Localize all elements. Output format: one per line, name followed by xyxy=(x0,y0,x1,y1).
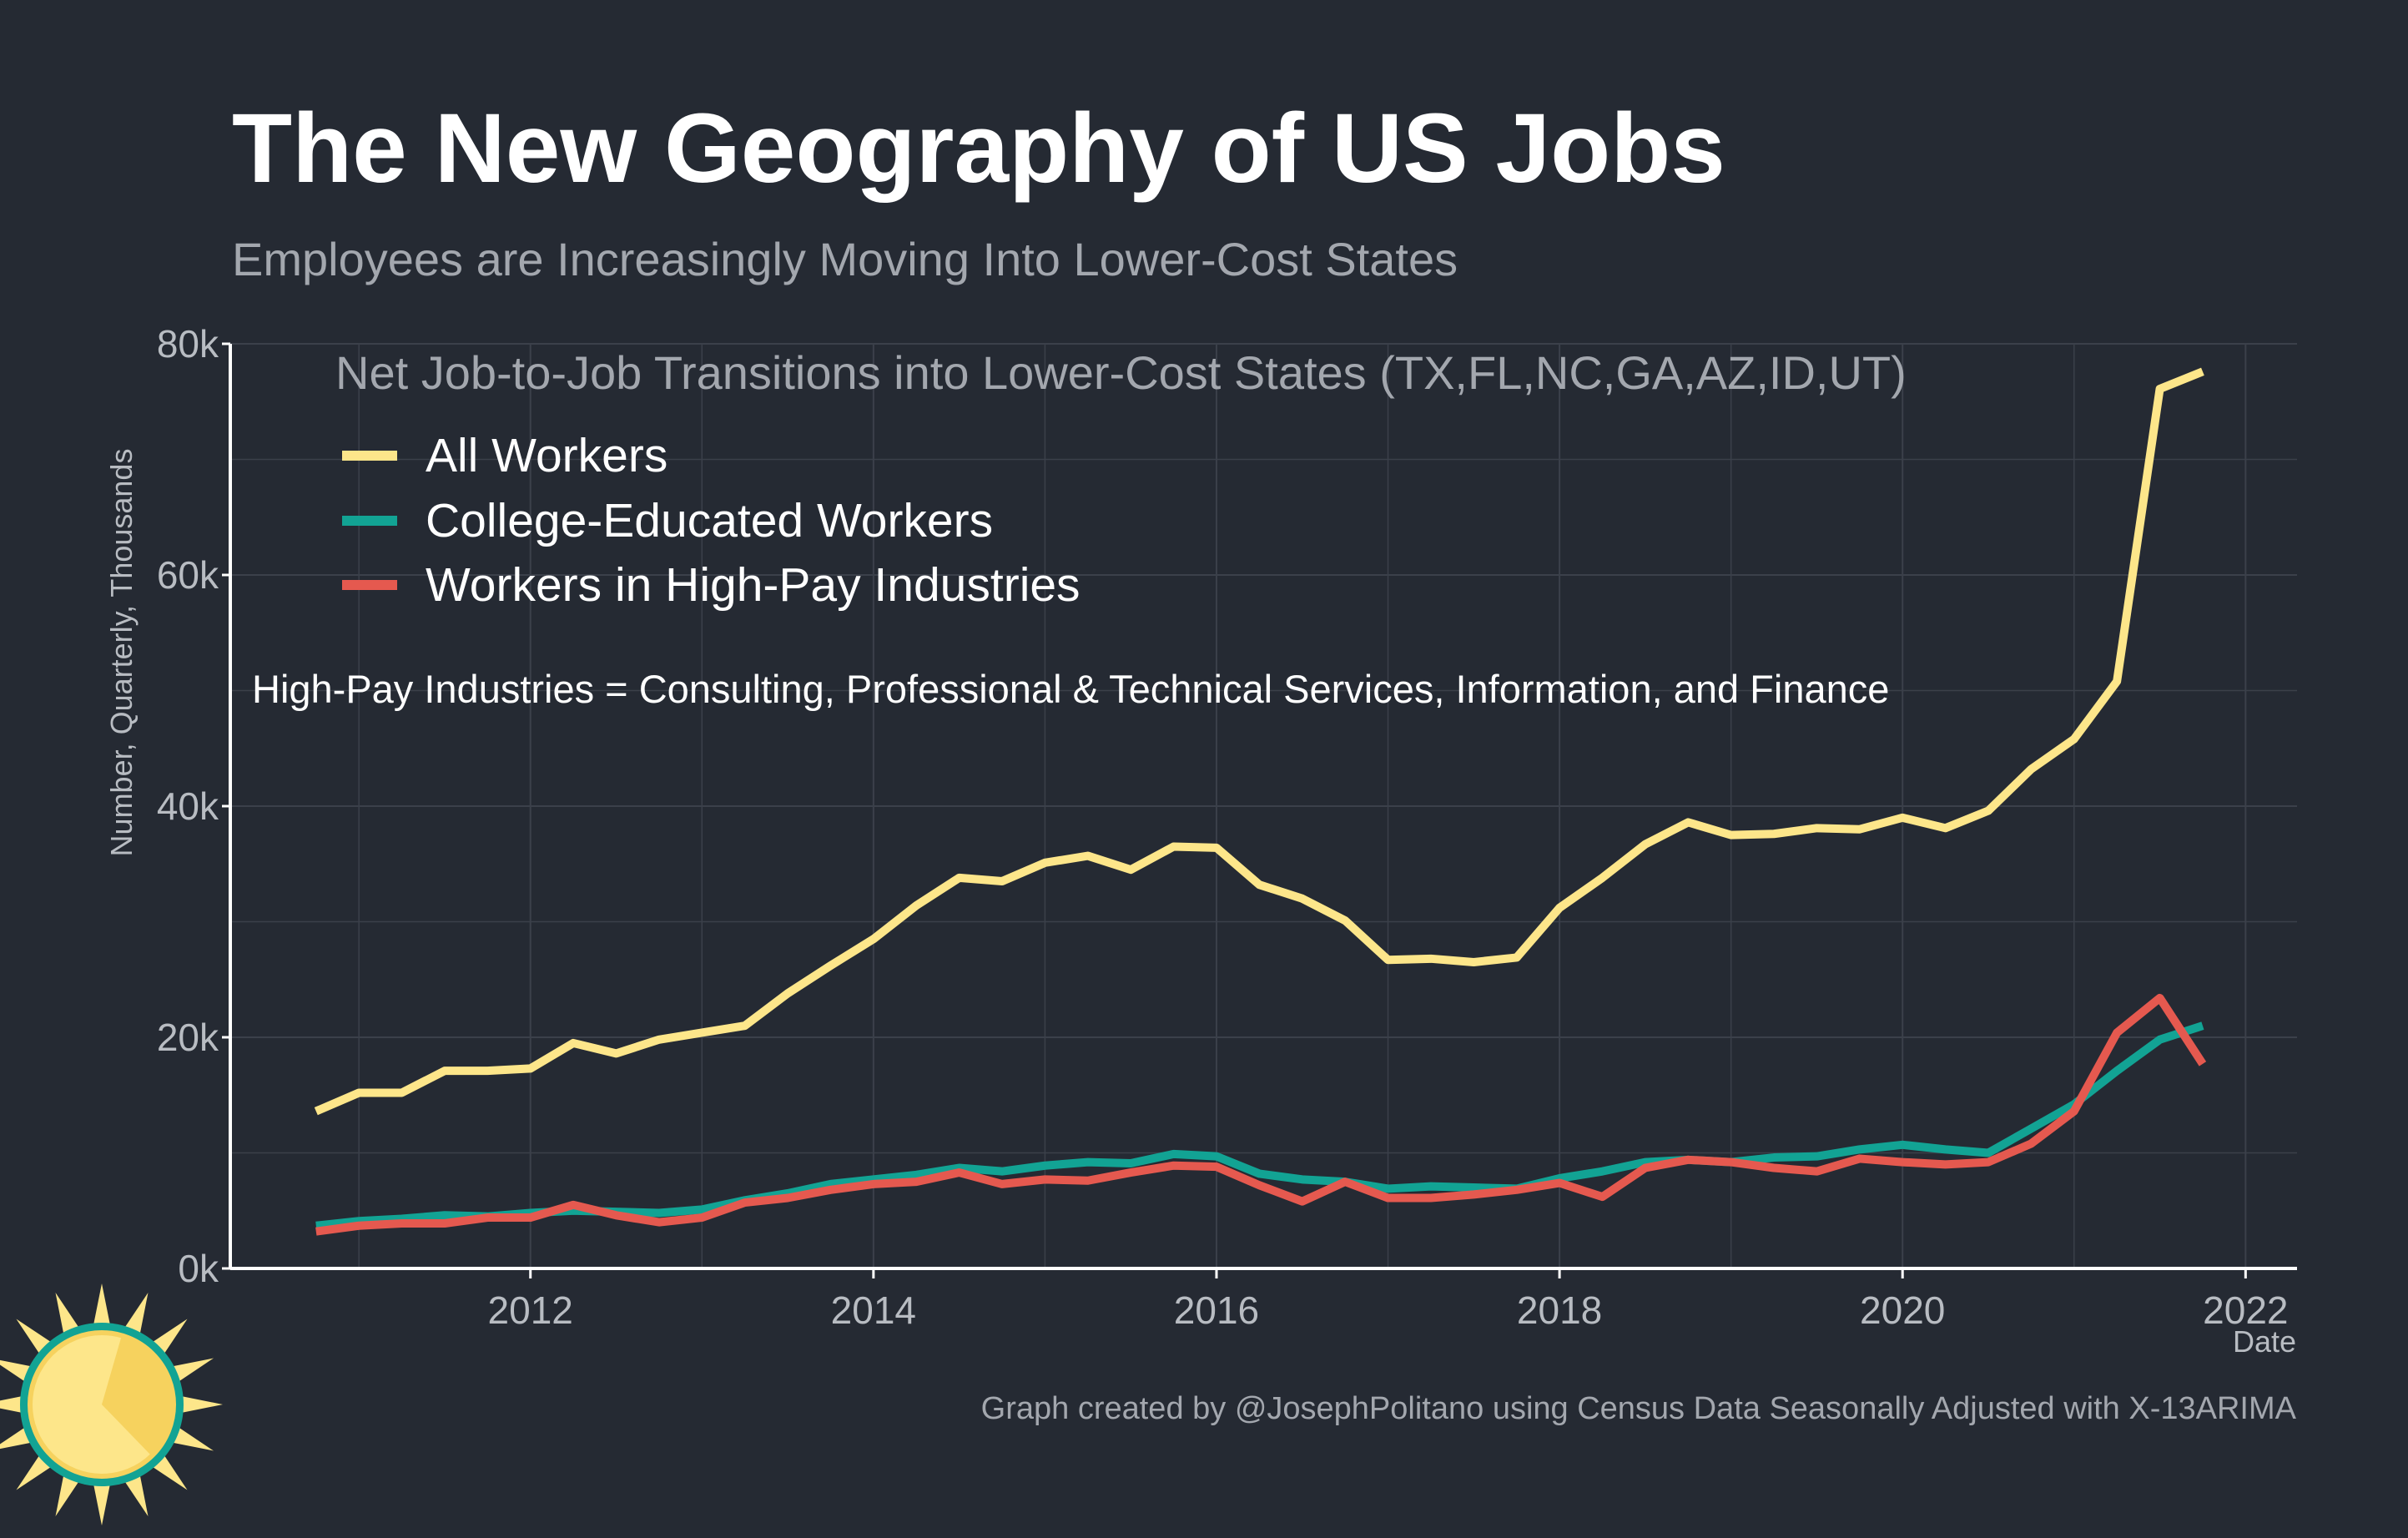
y-tick-label: 60k xyxy=(157,553,219,597)
x-axis-label: Date xyxy=(2233,1324,2296,1359)
series-line-2 xyxy=(315,1021,2204,1230)
y-tick-labels: 0k 20k 40k 60k 80k xyxy=(157,322,230,1290)
series-lines xyxy=(314,367,2207,1236)
y-tick-label: 40k xyxy=(157,784,219,828)
series-line-1 xyxy=(314,367,2204,1116)
y-tick-label: 80k xyxy=(157,322,219,366)
x-tick-label: 2014 xyxy=(831,1288,916,1332)
legend-item-label: Workers in High-Pay Industries xyxy=(426,558,1081,612)
series-line-3 xyxy=(315,993,2207,1236)
caption: Graph created by @JosephPolitano using C… xyxy=(981,1391,2297,1426)
legend-item-label: All Workers xyxy=(426,429,667,482)
x-tick-label: 2012 xyxy=(488,1288,573,1332)
x-tick-label: 2022 xyxy=(2203,1288,2288,1332)
x-tick-labels: 2012 2014 2016 2018 2020 2022 xyxy=(488,1268,2289,1332)
y-axis-label: Number, Quarterly, Thousands xyxy=(104,449,139,857)
x-tick-label: 2020 xyxy=(1860,1288,1945,1332)
y-tick-label: 20k xyxy=(157,1016,219,1059)
x-tick-label: 2018 xyxy=(1517,1288,1602,1332)
x-tick-label: 2016 xyxy=(1174,1288,1259,1332)
legend: All Workers College-Educated Workers Worke… xyxy=(342,429,1081,612)
legend-item-label: College-Educated Workers xyxy=(426,494,993,547)
grid xyxy=(230,343,2297,1268)
chart-title: The New Geography of US Jobs xyxy=(232,93,1725,204)
annotation-text: High-Pay Industries = Consulting, Profes… xyxy=(252,667,1889,711)
y-tick-label: 0k xyxy=(178,1247,219,1290)
chart-subtitle: Employees are Increasingly Moving Into L… xyxy=(232,233,1458,285)
sun-icon xyxy=(0,1283,223,1525)
legend-title: Net Job-to-Job Transitions into Lower-Co… xyxy=(335,346,1907,399)
